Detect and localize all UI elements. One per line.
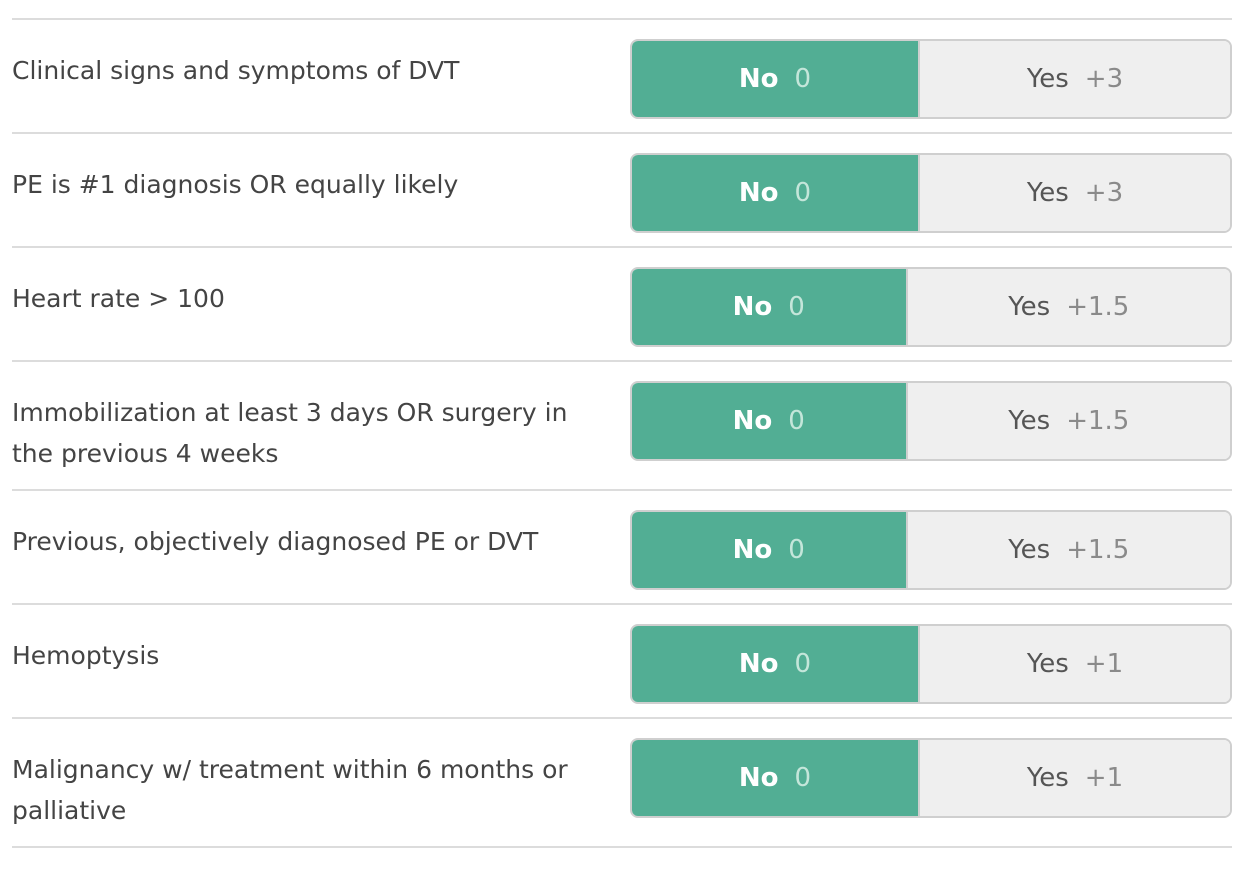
option-button[interactable]: No 0: [632, 383, 906, 459]
option-button[interactable]: Yes +3: [917, 41, 1230, 117]
option-toggle: No 0 Yes +3: [630, 153, 1232, 233]
option-points: +1: [1084, 649, 1124, 679]
option-label: Yes: [1026, 64, 1069, 94]
criterion-row: PE is #1 diagnosis OR equally likely No 0 Y…: [12, 134, 1232, 248]
option-label: Yes: [1008, 406, 1051, 436]
criterion-label: Hemoptysis: [12, 641, 160, 670]
option-label: Yes: [1026, 178, 1069, 208]
option-label: Yes: [1008, 292, 1051, 322]
option-label: No: [732, 292, 773, 322]
option-points: +1.5: [1066, 292, 1130, 322]
option-points: +1: [1084, 763, 1124, 793]
criterion-row: Previous, objectively diagnosed PE or DV…: [12, 491, 1232, 605]
option-points: 0: [794, 763, 812, 793]
option-button[interactable]: No 0: [632, 41, 918, 117]
option-points: +1.5: [1066, 535, 1130, 565]
criterion-label: Malignancy w/ treatment within 6 months …: [12, 755, 568, 825]
option-button[interactable]: Yes +1.5: [905, 269, 1230, 345]
option-points: 0: [794, 178, 812, 208]
option-label: No: [732, 535, 773, 565]
option-points: 0: [788, 406, 805, 436]
option-button[interactable]: Yes +1.5: [905, 512, 1230, 588]
criterion-label: Previous, objectively diagnosed PE or DV…: [12, 527, 539, 556]
option-points: 0: [794, 64, 812, 94]
option-button[interactable]: Yes +1: [917, 740, 1230, 816]
criterion-row: Malignancy w/ treatment within 6 months …: [12, 719, 1232, 848]
option-label: Yes: [1008, 535, 1051, 565]
option-toggle: No 0 Yes +1.5: [630, 267, 1232, 347]
option-button[interactable]: No 0: [632, 155, 918, 231]
option-points: +3: [1084, 178, 1124, 208]
option-label: No: [732, 406, 773, 436]
criterion-label: Clinical signs and symptoms of DVT: [12, 56, 460, 85]
option-toggle: No 0 Yes +1.5: [630, 381, 1232, 461]
criterion-label: PE is #1 diagnosis OR equally likely: [12, 170, 459, 199]
option-points: +3: [1084, 64, 1124, 94]
criterion-row: Hemoptysis No 0 Yes +1: [12, 605, 1232, 719]
option-label: No: [738, 763, 779, 793]
option-toggle: No 0 Yes +3: [630, 39, 1232, 119]
criterion-label: Heart rate > 100: [12, 284, 225, 313]
option-button[interactable]: No 0: [632, 512, 906, 588]
option-button[interactable]: Yes +1: [917, 626, 1230, 702]
option-toggle: No 0 Yes +1: [630, 738, 1232, 818]
option-points: 0: [794, 649, 812, 679]
option-toggle: No 0 Yes +1: [630, 624, 1232, 704]
option-toggle: No 0 Yes +1.5: [630, 510, 1232, 590]
option-points: 0: [788, 535, 805, 565]
option-points: 0: [788, 292, 805, 322]
criterion-label: Immobilization at least 3 days OR surger…: [12, 398, 568, 468]
option-button[interactable]: Yes +1.5: [905, 383, 1230, 459]
option-button[interactable]: Yes +3: [917, 155, 1230, 231]
criterion-row: Clinical signs and symptoms of DVT No 0 Yes…: [12, 20, 1232, 134]
option-label: No: [738, 64, 779, 94]
option-label: Yes: [1026, 649, 1069, 679]
option-button[interactable]: No 0: [632, 626, 918, 702]
option-label: No: [738, 649, 779, 679]
option-label: No: [738, 178, 779, 208]
criterion-row: Immobilization at least 3 days OR surger…: [12, 362, 1232, 491]
criteria-list: Clinical signs and symptoms of DVT No 0 Yes…: [12, 18, 1232, 848]
option-label: Yes: [1026, 763, 1069, 793]
option-button[interactable]: No 0: [632, 269, 906, 345]
option-button[interactable]: No 0: [632, 740, 918, 816]
criterion-row: Heart rate > 100 No 0 Yes +1.5: [12, 248, 1232, 362]
option-points: +1.5: [1066, 406, 1130, 436]
